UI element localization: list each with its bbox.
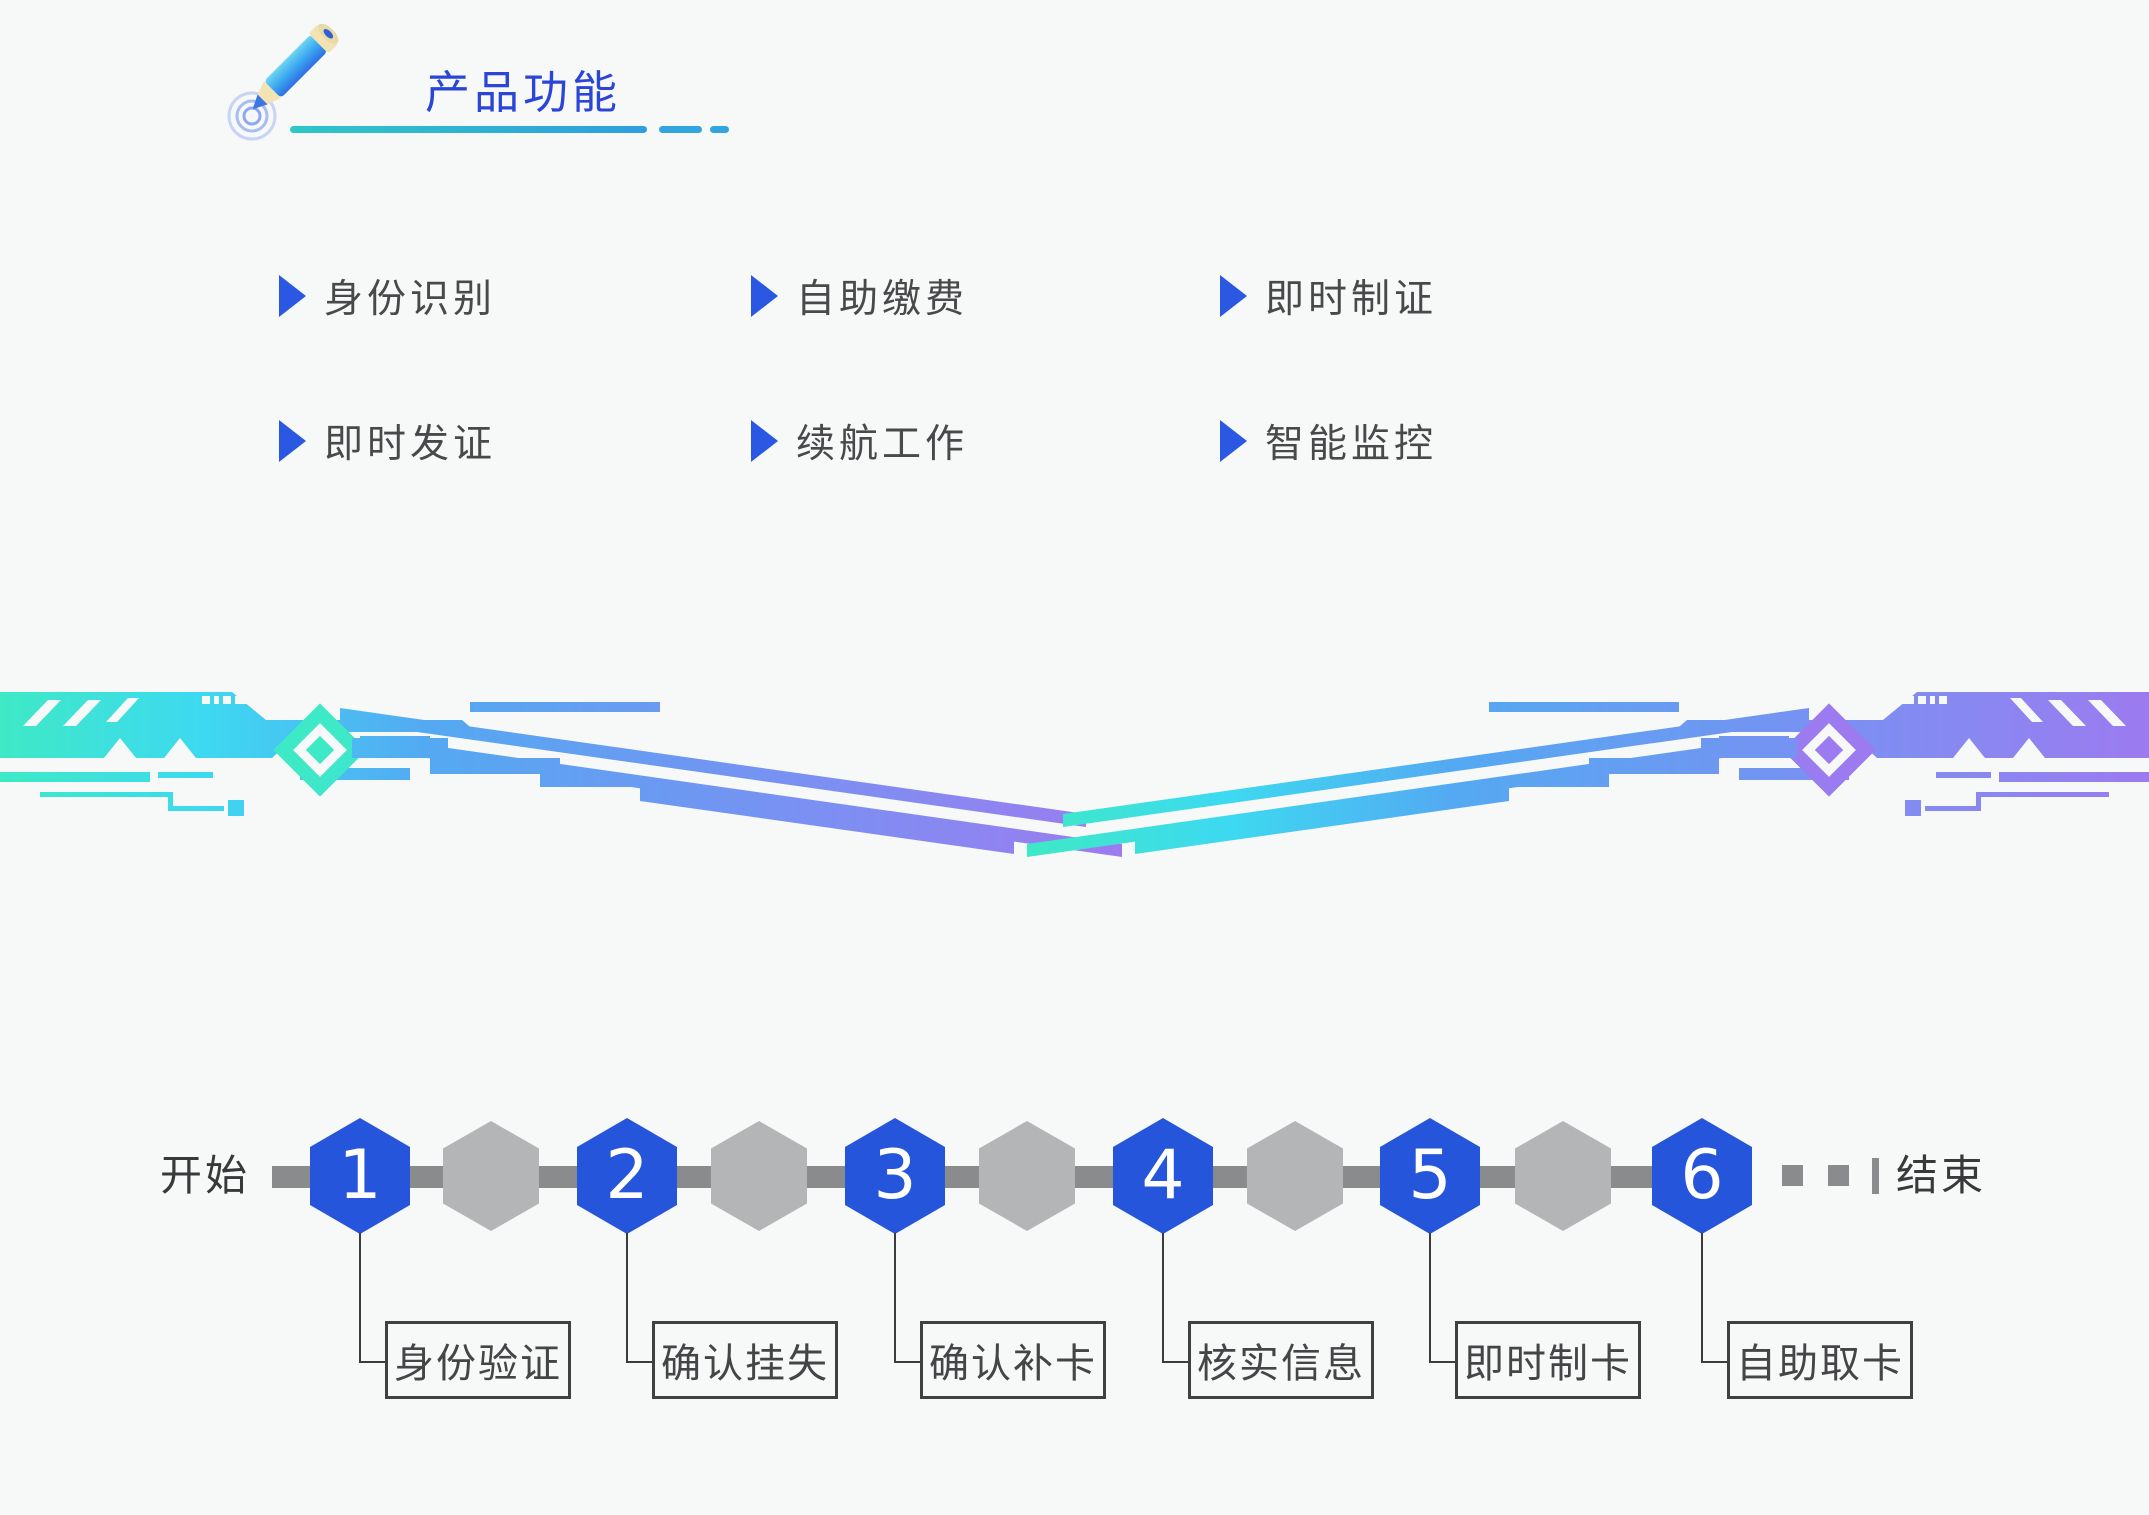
spacer-hexagon	[1247, 1121, 1343, 1231]
arrow-bullet-icon	[1220, 420, 1247, 462]
step-label-box: 核实信息	[1188, 1321, 1374, 1399]
feature-item: 身份识别	[279, 268, 496, 324]
spacer-hexagon	[1515, 1121, 1611, 1231]
feature-label: 即时发证	[324, 423, 497, 466]
feature-label: 身份识别	[324, 278, 497, 321]
step-number: 4	[1141, 1136, 1185, 1215]
spacer-hexagon	[443, 1121, 539, 1231]
step-number: 2	[605, 1136, 649, 1215]
title-underline-dash-small	[710, 126, 729, 133]
arrow-bullet-icon	[279, 275, 306, 317]
arrow-bullet-icon	[751, 275, 778, 317]
feature-item: 续航工作	[751, 413, 968, 469]
step-label-box: 身份验证	[385, 1321, 571, 1399]
step-hexagon-1: 1	[310, 1118, 410, 1234]
section-title: 产品功能	[425, 67, 622, 118]
flow-start-label: 开始	[160, 1152, 251, 1199]
title-underline	[290, 126, 647, 133]
flow-end-dash	[1828, 1165, 1849, 1186]
step-number: 1	[338, 1136, 382, 1215]
arrow-bullet-icon	[751, 420, 778, 462]
step-connector-elbow	[895, 1361, 922, 1363]
step-hexagon-6: 6	[1652, 1118, 1752, 1234]
arrow-bullet-icon	[1220, 275, 1247, 317]
pencil-icon	[227, 24, 339, 141]
step-number: 5	[1408, 1136, 1452, 1215]
spacer-hexagon	[979, 1121, 1075, 1231]
title-underline-dash	[659, 126, 702, 133]
step-hexagon-5: 5	[1380, 1118, 1480, 1234]
step-hexagon-4: 4	[1113, 1118, 1213, 1234]
step-connector-elbow	[627, 1361, 654, 1363]
tech-circuit-divider	[0, 692, 2149, 857]
step-connector	[894, 1233, 896, 1363]
step-connector-elbow	[1163, 1361, 1190, 1363]
step-label-box: 自助取卡	[1727, 1321, 1913, 1399]
step-hexagon-2: 2	[577, 1118, 677, 1234]
step-hexagon-3: 3	[845, 1118, 945, 1234]
step-number: 6	[1680, 1136, 1724, 1215]
step-connector	[1701, 1233, 1703, 1363]
step-label-box: 即时制卡	[1455, 1321, 1641, 1399]
feature-label: 续航工作	[796, 423, 969, 466]
step-connector	[626, 1233, 628, 1363]
feature-item: 即时制证	[1220, 268, 1437, 324]
spacer-hexagon	[711, 1121, 807, 1231]
feature-label: 智能监控	[1265, 423, 1438, 466]
step-number: 3	[873, 1136, 917, 1215]
feature-label: 即时制证	[1265, 278, 1438, 321]
arrow-bullet-icon	[279, 420, 306, 462]
feature-item: 自助缴费	[751, 268, 968, 324]
flow-end-label: 结束	[1896, 1152, 1987, 1199]
step-connector	[1429, 1233, 1431, 1363]
flow-end-tick	[1872, 1158, 1879, 1194]
step-connector-elbow	[1702, 1361, 1729, 1363]
feature-label: 自助缴费	[796, 278, 969, 321]
feature-item: 智能监控	[1220, 413, 1437, 469]
step-label-box: 确认补卡	[920, 1321, 1106, 1399]
feature-item: 即时发证	[279, 413, 496, 469]
step-connector-elbow	[1430, 1361, 1457, 1363]
step-connector	[359, 1233, 361, 1363]
step-connector	[1162, 1233, 1164, 1363]
step-label-box: 确认挂失	[652, 1321, 838, 1399]
step-connector-elbow	[360, 1361, 387, 1363]
flow-end-dash	[1782, 1165, 1803, 1186]
